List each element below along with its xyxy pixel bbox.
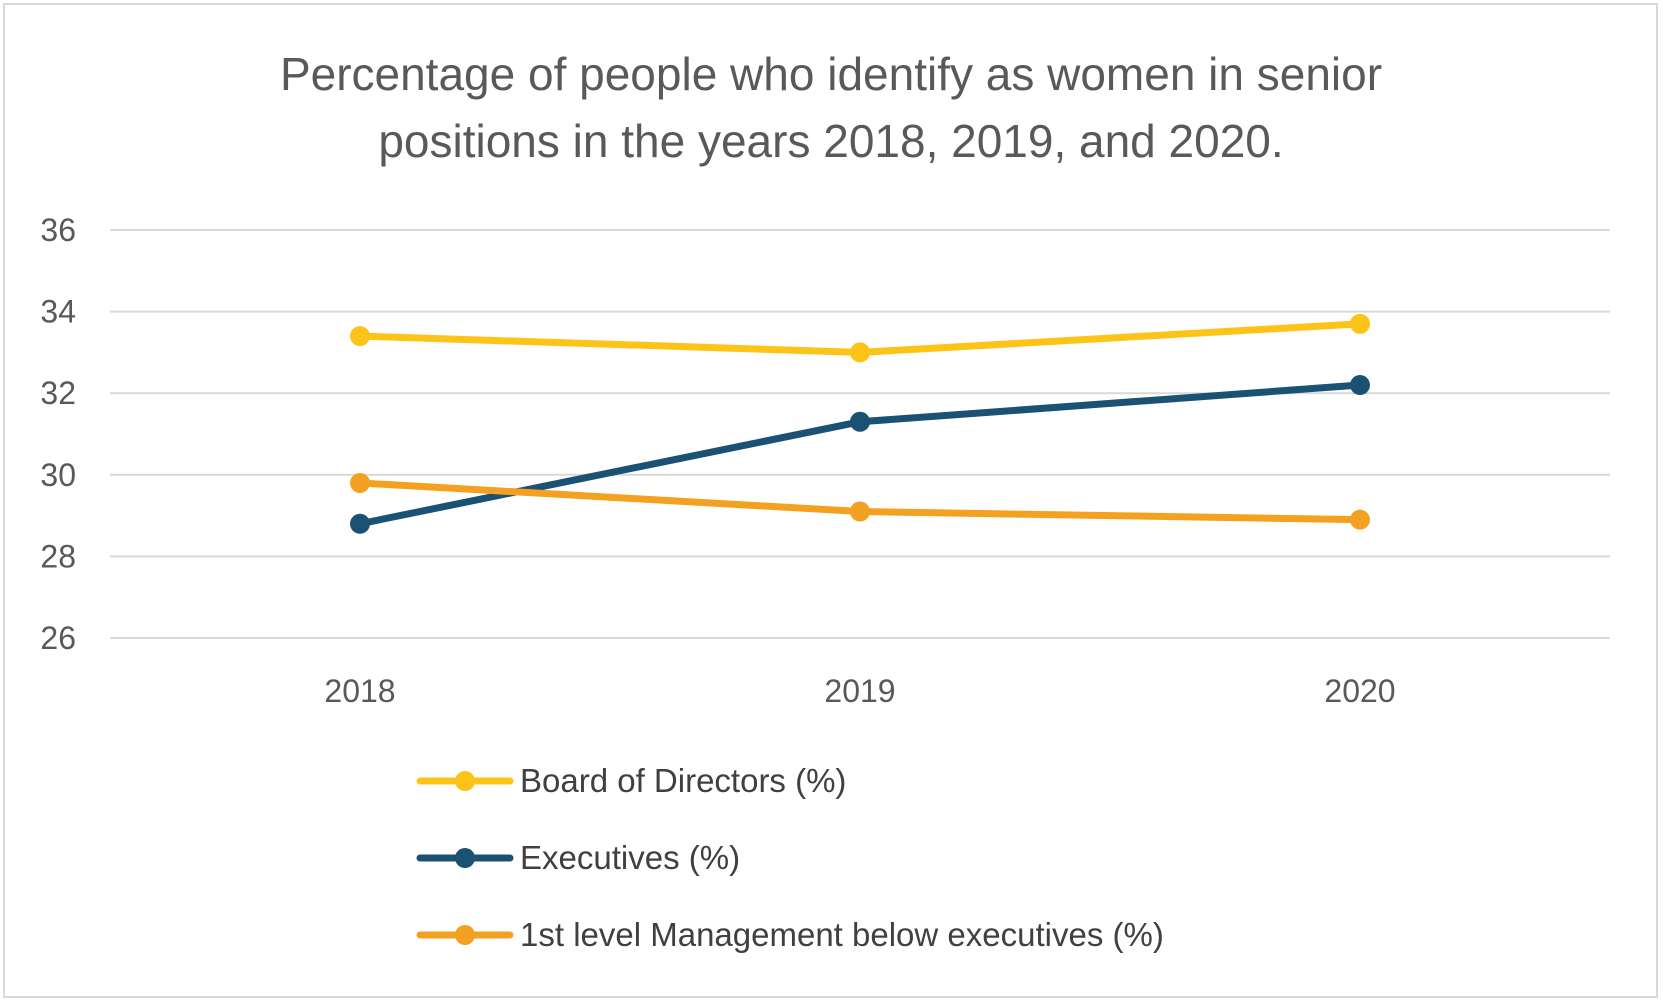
- x-tick-label: 2019: [824, 673, 895, 709]
- data-point: [850, 411, 870, 432]
- legend-item: Board of Directors (%): [416, 762, 846, 799]
- data-point: [350, 513, 370, 534]
- legend-item: 1st level Management below executives (%…: [416, 916, 1164, 953]
- series-0: [350, 313, 1370, 363]
- chart-title-line-1: Percentage of people who identify as wom…: [280, 48, 1382, 100]
- legend-label: Executives (%): [520, 839, 740, 876]
- gridlines: [110, 229, 1610, 639]
- legend-swatch-marker: [455, 771, 475, 791]
- x-tick-label: 2020: [1324, 673, 1395, 709]
- legend-item: Executives (%): [416, 839, 740, 876]
- y-axis-ticks: 26 28 30 32 34 36: [40, 212, 76, 656]
- y-tick-label: 30: [40, 457, 76, 493]
- x-axis-ticks: 2018 2019 2020: [324, 673, 1395, 709]
- legend-swatch-marker: [455, 925, 475, 945]
- chart-frame: [3, 3, 1658, 998]
- chart-title-line-2: positions in the years 2018, 2019, and 2…: [378, 115, 1283, 167]
- data-point: [850, 501, 870, 522]
- data-point: [350, 326, 370, 347]
- data-point: [1350, 313, 1370, 334]
- data-point: [350, 472, 370, 493]
- series-lines: [350, 313, 1370, 534]
- y-tick-label: 34: [40, 294, 76, 330]
- data-point: [1350, 375, 1370, 396]
- x-tick-label: 2018: [324, 673, 395, 709]
- legend: Board of Directors (%) Executives (%) 1st …: [416, 762, 1164, 953]
- y-tick-label: 26: [40, 620, 76, 656]
- y-tick-label: 28: [40, 538, 76, 574]
- legend-label: Board of Directors (%): [520, 762, 846, 799]
- series-2: [350, 472, 1370, 530]
- y-tick-label: 36: [40, 212, 76, 248]
- legend-swatch-marker: [455, 848, 475, 868]
- y-tick-label: 32: [40, 375, 76, 411]
- legend-label: 1st level Management below executives (%…: [520, 916, 1164, 953]
- data-point: [1350, 509, 1370, 530]
- data-point: [850, 342, 870, 363]
